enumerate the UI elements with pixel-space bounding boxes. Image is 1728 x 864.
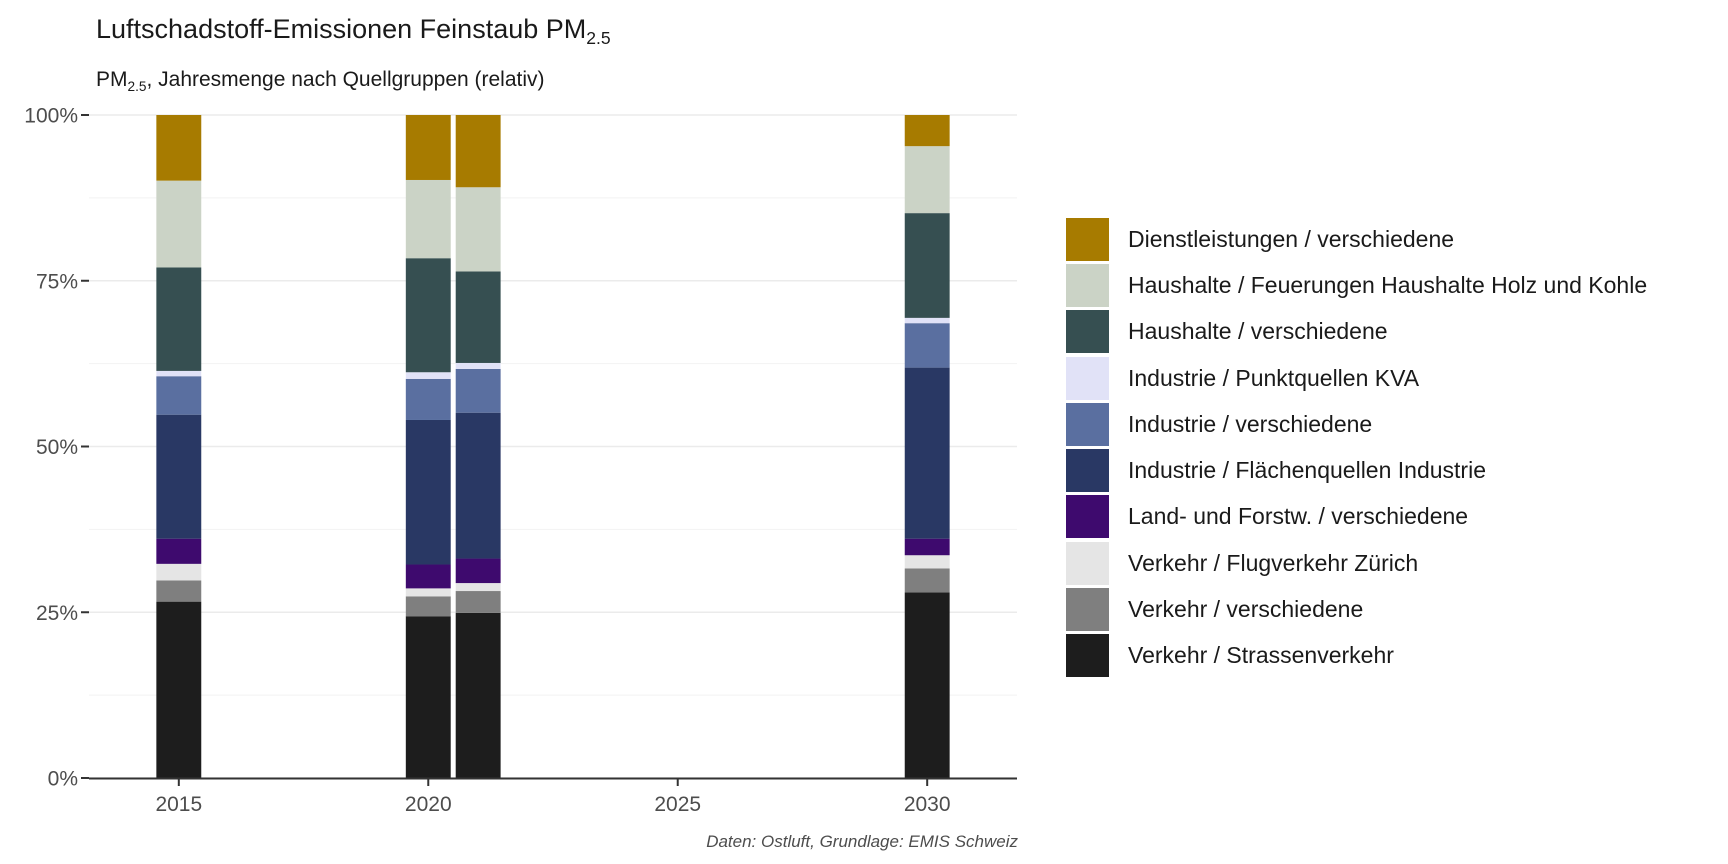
legend-item: Haushalte / Feuerungen Haushalte Holz un… <box>1066 262 1647 308</box>
bar-segment <box>405 372 451 379</box>
legend-swatch <box>1066 217 1109 261</box>
bar-segment <box>156 538 202 564</box>
legend-item: Verkehr / Flugverkehr Zürich <box>1066 540 1647 586</box>
bar-segment <box>904 568 950 593</box>
bar-segment <box>455 591 501 613</box>
legend-item: Industrie / Punktquellen KVA <box>1066 355 1647 401</box>
bar-segment <box>904 146 950 214</box>
legend-swatch <box>1066 588 1109 632</box>
bar-segment <box>904 592 950 778</box>
bar-segment <box>455 187 501 272</box>
bar-segment <box>455 558 501 584</box>
bar-segment <box>156 115 202 181</box>
bar-segment <box>904 213 950 318</box>
legend-label: Industrie / Flächenquellen Industrie <box>1128 457 1486 484</box>
bar-segment <box>405 564 451 589</box>
legend-label: Haushalte / Feuerungen Haushalte Holz un… <box>1128 271 1648 298</box>
bar-segment <box>455 115 501 188</box>
y-tick-label: 0% <box>48 768 78 791</box>
bar-segment <box>904 367 950 539</box>
legend-swatch <box>1066 634 1109 678</box>
bar-segment <box>156 580 202 602</box>
legend-swatch <box>1066 495 1109 539</box>
bar-segment <box>156 370 202 377</box>
bar-segment <box>156 267 202 371</box>
bar-segment <box>455 612 501 778</box>
legend-item: Verkehr / verschiedene <box>1066 586 1647 632</box>
bar-segment <box>405 378 451 420</box>
legend-item: Land- und Forstw. / verschiedene <box>1066 494 1647 540</box>
bar-segment <box>405 179 451 259</box>
bar-segment <box>156 563 202 581</box>
legend-label: Verkehr / verschiedene <box>1128 596 1364 623</box>
bar-segment <box>405 419 451 565</box>
bar-segment <box>455 271 501 363</box>
legend: Dienstleistungen / verschiedene Haushalte… <box>1066 216 1647 679</box>
bar-segment <box>405 596 451 617</box>
bar-segment <box>455 412 501 559</box>
chart-subtitle: PM2.5, Jahresmenge nach Quellgruppen (re… <box>96 68 545 94</box>
legend-swatch <box>1066 263 1109 307</box>
legend-label: Industrie / Punktquellen KVA <box>1128 364 1420 391</box>
bar-segment <box>405 616 451 778</box>
bar-segment <box>405 258 451 373</box>
grid-lines <box>89 114 1017 779</box>
legend-label: Dienstleistungen / verschiedene <box>1128 225 1455 252</box>
bar-segment <box>904 555 950 569</box>
bar-segment <box>455 583 501 592</box>
bar-segment <box>455 362 501 369</box>
legend-label: Verkehr / Strassenverkehr <box>1128 642 1394 669</box>
legend-item: Industrie / verschiedene <box>1066 401 1647 447</box>
y-tick-label: 50% <box>36 436 78 459</box>
axes: 0% 25% 50% 75% 100% 2015 2020 2025 2030 <box>24 105 1017 816</box>
legend-swatch <box>1066 449 1109 493</box>
bar-segment <box>156 376 202 415</box>
bar-segment <box>904 317 950 324</box>
bar-segment <box>455 368 501 413</box>
legend-swatch <box>1066 541 1109 585</box>
bar-segment <box>156 180 202 268</box>
bar-segment <box>904 538 950 556</box>
y-tick-label: 25% <box>36 602 78 625</box>
legend-item: Industrie / Flächenquellen Industrie <box>1066 447 1647 493</box>
x-tick-label: 2015 <box>155 793 202 816</box>
legend-item: Dienstleistungen / verschiedene <box>1066 216 1647 262</box>
bar-segment <box>156 414 202 539</box>
bar-segment <box>904 115 950 147</box>
legend-swatch <box>1066 310 1109 354</box>
legend-label: Verkehr / Flugverkehr Zürich <box>1128 549 1419 576</box>
y-tick-label: 75% <box>36 270 78 293</box>
bar-segment <box>405 115 451 180</box>
bar-stacks <box>156 115 950 778</box>
bar-segment <box>156 601 202 778</box>
legend-label: Haushalte / verschiedene <box>1128 318 1388 345</box>
x-tick-label: 2025 <box>654 793 701 816</box>
legend-item: Haushalte / verschiedene <box>1066 309 1647 355</box>
chart-title: Luftschadstoff-Emissionen Feinstaub PM2.… <box>96 14 611 49</box>
y-tick-label: 100% <box>24 105 78 128</box>
x-tick-label: 2030 <box>904 793 951 816</box>
bar-segment <box>904 323 950 368</box>
legend-swatch <box>1066 402 1109 446</box>
source-caption: Daten: Ostluft, Grundlage: EMIS Schweiz <box>706 832 1018 851</box>
legend-item: Verkehr / Strassenverkehr <box>1066 633 1647 679</box>
x-tick-label: 2020 <box>405 793 452 816</box>
legend-label: Industrie / verschiedene <box>1128 410 1373 437</box>
legend-swatch <box>1066 356 1109 400</box>
bar-segment <box>405 588 451 597</box>
legend-label: Land- und Forstw. / verschiedene <box>1128 503 1469 530</box>
